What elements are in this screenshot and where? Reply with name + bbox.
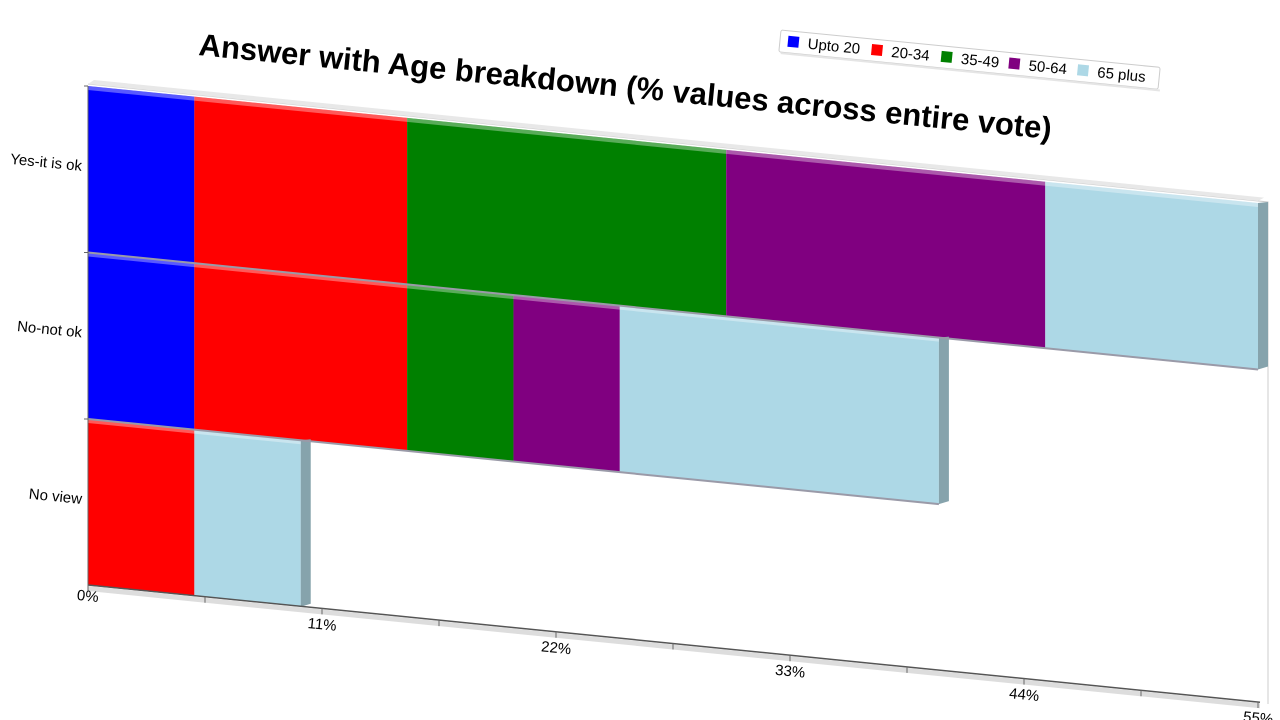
legend-label: 20-34	[890, 44, 930, 65]
legend-shadow	[780, 52, 1160, 92]
legend-swatch	[1008, 57, 1021, 70]
bar-segment	[619, 305, 939, 505]
bar-segment	[726, 149, 1046, 349]
legend-label: 50-64	[1028, 58, 1068, 79]
bar-segment	[407, 117, 727, 317]
x-tick-label: 11%	[307, 615, 337, 635]
bar-highlight	[88, 86, 1258, 207]
x-tick-label: 44%	[1008, 685, 1040, 705]
bar-end-cap	[1258, 202, 1268, 370]
x-tick-label: 0%	[76, 587, 99, 606]
band-separator	[87, 418, 940, 506]
category-label: Yes-it is ok	[9, 151, 83, 175]
legend-label: 35-49	[960, 51, 1000, 72]
bar-end-cap	[938, 336, 949, 505]
bar-segment	[88, 86, 195, 264]
bar-segment	[88, 252, 195, 430]
legend-label: Upto 20	[807, 36, 861, 58]
band-separator	[87, 251, 1259, 371]
bars-group	[87, 86, 1268, 607]
legend-swatch	[1076, 64, 1090, 77]
bar-end-cap	[300, 439, 311, 607]
category-label: No view	[28, 486, 83, 508]
legend: Upto 20 20-34 35-49 50-64 65 plus	[778, 29, 1161, 92]
bar-segment	[513, 295, 620, 473]
legend-swatch	[787, 35, 800, 48]
bar-segment	[194, 263, 408, 451]
bar-segment	[88, 419, 195, 597]
x-axis-line	[87, 584, 1261, 703]
bar-segment	[1045, 181, 1258, 370]
bar-segment	[194, 96, 408, 285]
bar-segment	[407, 284, 514, 462]
legend-swatch	[870, 44, 884, 57]
x-tick-label: 55%	[1242, 709, 1274, 720]
category-label: No-not ok	[16, 318, 83, 341]
floor-depth-strip	[88, 586, 1260, 709]
x-axis: 0% 11% 22% 33% 44% 55%	[76, 584, 1274, 720]
legend-label: 65 plus	[1096, 64, 1146, 86]
x-tick-label: 22%	[540, 638, 572, 658]
top-depth-strip	[88, 80, 1264, 201]
legend-swatch	[940, 50, 953, 63]
x-tick-label: 33%	[774, 662, 806, 682]
bar-segment	[194, 429, 301, 607]
y-axis: Yes-it is ok No-not ok No view	[9, 85, 89, 586]
